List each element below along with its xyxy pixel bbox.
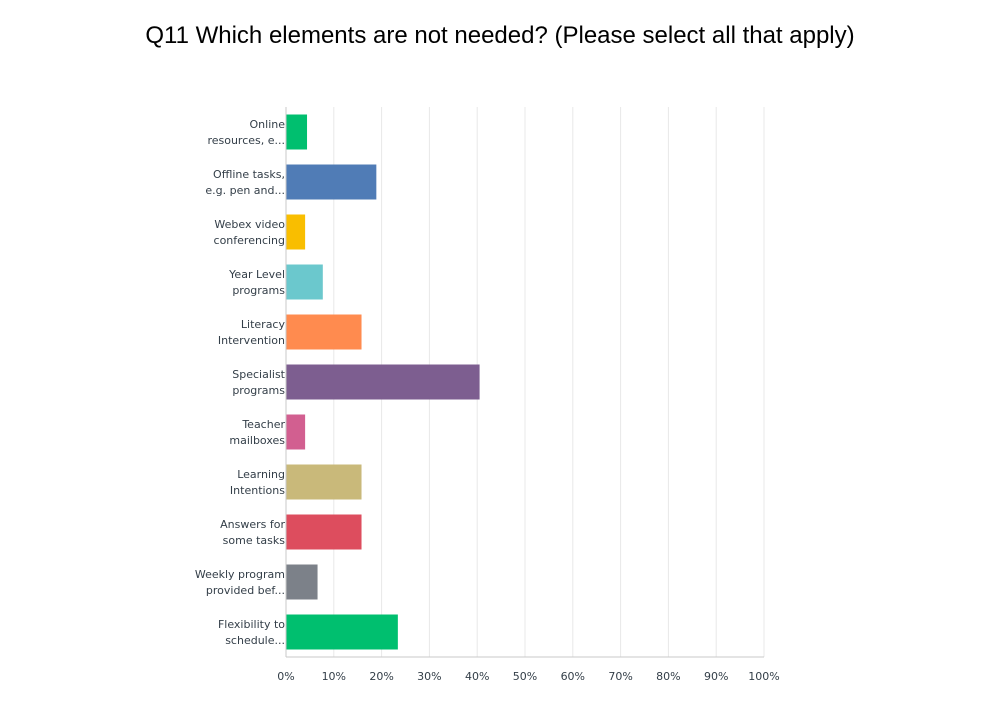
category-label: Offline tasks,: [213, 168, 285, 181]
bar: [286, 564, 318, 600]
category-label: Weekly program: [195, 568, 285, 581]
x-tick-label: 70%: [608, 670, 632, 683]
x-tick-label: 20%: [369, 670, 393, 683]
x-tick-label: 60%: [561, 670, 585, 683]
bar: [286, 164, 377, 200]
x-tick-label: 30%: [417, 670, 441, 683]
category-label: Answers for: [220, 518, 285, 531]
category-label: schedule...: [225, 634, 285, 647]
bar: [286, 614, 398, 650]
category-label: programs: [232, 284, 285, 297]
category-label: Online: [250, 118, 286, 131]
category-label: mailboxes: [229, 434, 285, 447]
category-label: Specialist: [232, 368, 285, 381]
bar: [286, 314, 362, 350]
x-tick-labels: 0% 10% 20% 30% 40% 50% 60% 70% 80% 90% 100%: [277, 670, 779, 683]
bar: [286, 414, 306, 450]
category-label: programs: [232, 384, 285, 397]
x-tick-label: 0%: [277, 670, 294, 683]
x-tick-label: 100%: [748, 670, 779, 683]
category-label: Literacy: [241, 318, 286, 331]
category-label: Learning: [237, 468, 285, 481]
category-label: Webex video: [214, 218, 285, 231]
x-tick-label: 80%: [656, 670, 680, 683]
bar: [286, 214, 306, 250]
chart-title: Q11 Which elements are not needed? (Plea…: [145, 22, 855, 49]
bars: [286, 114, 480, 650]
x-tick-label: 10%: [322, 670, 346, 683]
x-tick-label: 90%: [704, 670, 728, 683]
category-label: Intentions: [230, 484, 285, 497]
bar: [286, 464, 362, 500]
axes: [285, 107, 764, 658]
category-label: Teacher: [241, 418, 285, 431]
category-label: some tasks: [223, 534, 286, 547]
category-label: resources, e...: [207, 134, 285, 147]
category-label: provided bef...: [206, 584, 285, 597]
category-label: Flexibility to: [218, 618, 285, 631]
category-label: conferencing: [214, 234, 285, 247]
category-label: Intervention: [218, 334, 285, 347]
bar: [286, 264, 323, 300]
category-label: e.g. pen and...: [205, 184, 285, 197]
x-tick-label: 40%: [465, 670, 489, 683]
bar: [286, 514, 362, 550]
bar: [286, 364, 480, 400]
x-tick-label: 50%: [513, 670, 537, 683]
category-labels: Online resources, e... Offline tasks, e.g. …: [195, 118, 286, 647]
category-label: Year Level: [228, 268, 285, 281]
bar: [286, 114, 308, 150]
